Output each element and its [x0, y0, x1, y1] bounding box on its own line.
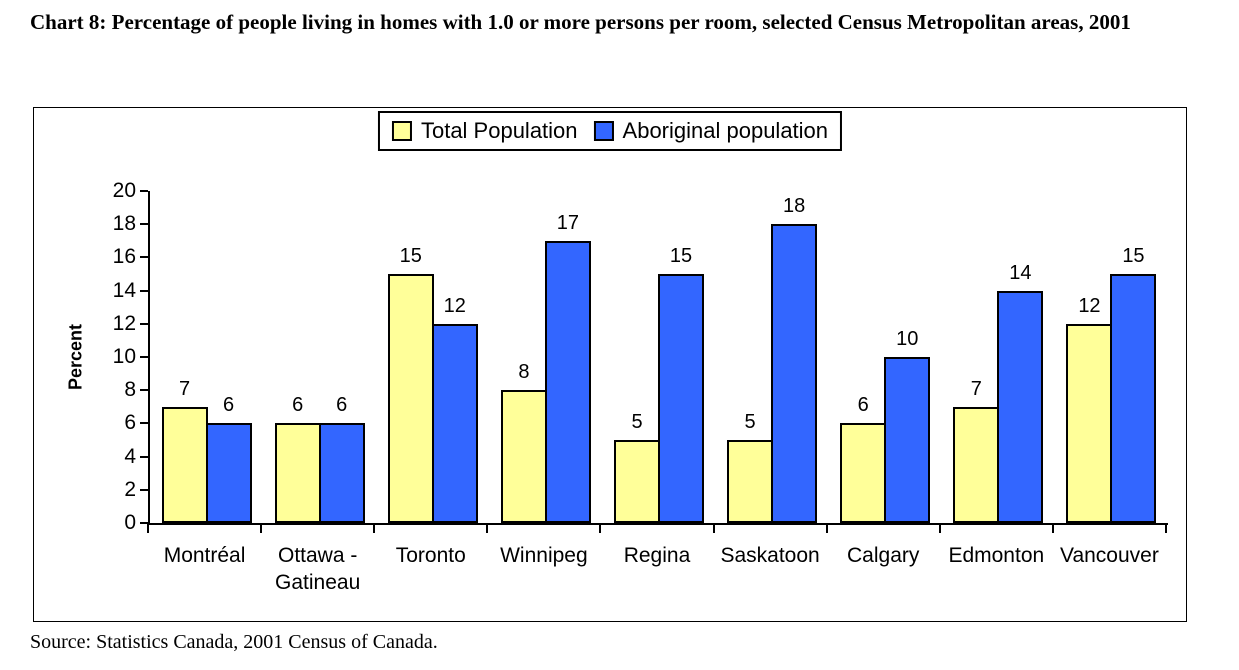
bar-value-label: 7 [970, 377, 982, 400]
y-tick-mark [140, 356, 148, 358]
chart-frame: Total Population Aboriginal population Pe… [33, 107, 1187, 622]
source-note: Source: Statistics Canada, 2001 Census o… [30, 631, 438, 653]
y-tick-mark [140, 422, 148, 425]
category-label: Ottawa - Gatineau [275, 544, 361, 594]
category-label: Saskatoon [720, 544, 820, 567]
y-tick-label: 14 [112, 278, 136, 302]
x-tick-mark [826, 523, 828, 533]
y-tick-label: 2 [124, 477, 136, 501]
y-tick-mark [140, 256, 148, 259]
bar-aboriginal [318, 423, 365, 523]
bar-value-label: 18 [782, 195, 806, 218]
y-tick-mark [140, 223, 148, 226]
x-tick-mark [599, 523, 601, 533]
category-label: Regina [623, 544, 691, 567]
x-tick-mark [1052, 523, 1054, 533]
bar-value-label: 17 [556, 211, 579, 234]
x-tick-mark [373, 523, 375, 533]
legend-label: Aboriginal population [622, 118, 829, 143]
y-tick-mark [140, 190, 148, 192]
bar-value-label: 6 [857, 394, 869, 417]
bar-total [500, 390, 547, 523]
bar-aboriginal [771, 224, 818, 523]
bar-value-label: 6 [222, 394, 235, 417]
bar-value-label: 6 [336, 394, 348, 417]
bar-value-label: 12 [1078, 294, 1101, 317]
y-tick-label: 18 [112, 212, 136, 236]
bar-aboriginal [884, 357, 931, 523]
bar-value-label: 15 [399, 245, 422, 267]
category-label: Winnipeg [500, 544, 588, 567]
bar-aboriginal [431, 323, 478, 523]
category-label: Toronto [395, 544, 466, 567]
legend-swatch-icon [593, 121, 614, 141]
legend-swatch-icon [391, 121, 412, 141]
y-tick-mark [140, 389, 148, 392]
y-tick-label: 8 [124, 378, 136, 402]
y-tick-label: 4 [124, 444, 136, 468]
bar-value-label: 14 [1009, 261, 1032, 284]
x-tick-mark [713, 523, 715, 533]
chart-legend: Total Population Aboriginal population [377, 111, 843, 151]
y-tick-mark [140, 455, 148, 458]
bar-value-label: 7 [179, 377, 191, 400]
bar-aboriginal [205, 423, 252, 523]
bar-value-label: 8 [518, 361, 530, 384]
y-tick-label: 12 [112, 311, 136, 335]
bar-aboriginal [544, 240, 591, 523]
x-tick-mark [939, 523, 941, 533]
y-tick-label: 16 [112, 245, 136, 269]
legend-label: Total Population [420, 118, 578, 143]
y-tick-label: 0 [124, 511, 136, 534]
y-tick-mark [140, 289, 148, 292]
category-label: Vancouver [1060, 544, 1159, 567]
bar-value-label: 12 [443, 294, 466, 317]
bar-value-label: 5 [631, 411, 643, 433]
bar-value-label: 10 [896, 328, 919, 350]
bar-total [161, 406, 208, 523]
y-axis-title: Percent [65, 323, 86, 391]
category-label: Montréal [163, 544, 246, 567]
y-tick-label: 10 [112, 345, 136, 368]
bar-total [727, 440, 774, 523]
page-title: Chart 8: Percentage of people living in … [30, 10, 1131, 34]
legend-item-1: Aboriginal population [593, 118, 829, 144]
y-tick-label: 6 [124, 411, 136, 435]
bar-aboriginal [1110, 274, 1157, 523]
bar-aboriginal [997, 290, 1044, 523]
bar-total [274, 423, 321, 523]
bar-value-label: 15 [669, 245, 693, 267]
y-tick-mark [140, 522, 148, 524]
x-tick-mark [260, 523, 262, 533]
y-tick-label: 20 [112, 179, 136, 202]
x-tick-mark [147, 523, 149, 533]
plot-area: 7 6 6 6 15 12 8 17 5 15 5 18 6 10 7 14 12 15 [148, 191, 1168, 525]
x-tick-mark [1165, 523, 1167, 533]
category-label: Calgary [847, 544, 920, 567]
bar-aboriginal [658, 274, 704, 523]
bar-total [953, 406, 1000, 523]
x-tick-mark [486, 523, 488, 533]
bar-total [1066, 323, 1113, 523]
bar-total [840, 423, 887, 523]
y-tick-mark [140, 322, 148, 325]
legend-item-0: Total Population [391, 118, 578, 144]
bar-value-label: 15 [1122, 245, 1145, 267]
bar-value-label: 6 [292, 394, 304, 417]
y-tick-mark [140, 488, 148, 491]
category-label: Edmonton [948, 544, 1045, 567]
bar-value-label: 5 [744, 411, 756, 433]
bar-total [614, 440, 660, 523]
